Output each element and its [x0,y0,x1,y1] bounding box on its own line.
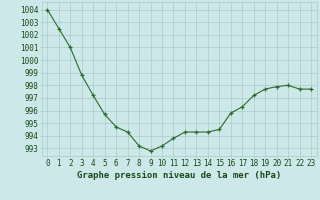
X-axis label: Graphe pression niveau de la mer (hPa): Graphe pression niveau de la mer (hPa) [77,171,281,180]
